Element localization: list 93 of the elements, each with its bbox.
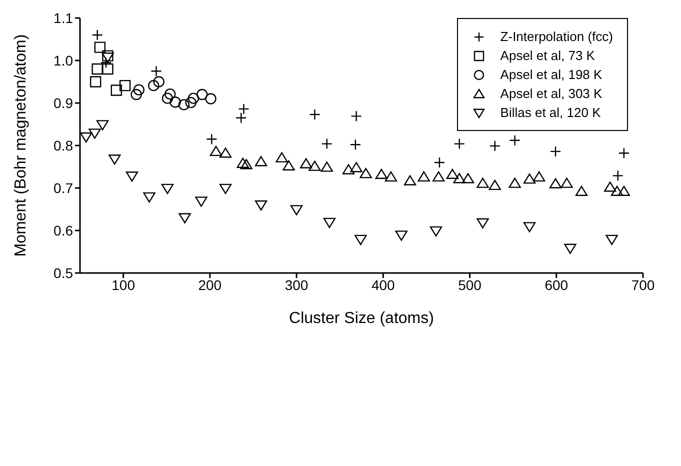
y-tick-label: 0.8 bbox=[54, 137, 74, 154]
y-tick-label: 0.7 bbox=[54, 180, 74, 196]
point bbox=[453, 173, 466, 184]
point bbox=[110, 84, 122, 96]
point bbox=[102, 52, 114, 63]
point bbox=[133, 84, 144, 96]
point bbox=[354, 234, 367, 246]
point bbox=[549, 178, 562, 188]
point bbox=[92, 63, 103, 75]
point bbox=[254, 200, 268, 211]
point bbox=[90, 76, 102, 88]
point bbox=[254, 156, 268, 166]
point bbox=[130, 88, 142, 100]
y-tick-label: 1.1 bbox=[54, 10, 74, 26]
point bbox=[395, 230, 408, 241]
legend-label: Apsel et al, 73 K bbox=[500, 48, 595, 63]
point bbox=[148, 80, 160, 92]
x-tick-label: 600 bbox=[544, 276, 568, 293]
point bbox=[102, 63, 114, 75]
point bbox=[102, 50, 114, 62]
point bbox=[446, 168, 459, 179]
point bbox=[342, 164, 355, 174]
point bbox=[430, 226, 442, 237]
y-tick-label: 0.9 bbox=[54, 94, 74, 111]
point bbox=[276, 152, 288, 162]
legend-label: Apsel et al, 303 K bbox=[500, 86, 602, 101]
point bbox=[185, 96, 196, 108]
point bbox=[188, 92, 200, 104]
y-tick-label: 1.0 bbox=[54, 52, 74, 68]
point bbox=[195, 196, 208, 207]
point bbox=[143, 192, 156, 203]
point bbox=[604, 182, 616, 192]
point bbox=[610, 186, 624, 196]
y-tick-label: 0.5 bbox=[54, 264, 74, 281]
legend-label: Billas et al, 120 K bbox=[500, 105, 601, 120]
point bbox=[161, 184, 174, 194]
point bbox=[126, 172, 138, 182]
point bbox=[164, 88, 176, 100]
x-tick-label: 200 bbox=[198, 276, 222, 293]
point bbox=[205, 93, 216, 104]
point bbox=[170, 96, 181, 108]
point bbox=[320, 162, 333, 172]
y-axis-title: Moment (Bohr magneton/atom) bbox=[12, 34, 30, 257]
x-tick-label: 700 bbox=[631, 276, 655, 293]
point bbox=[219, 148, 232, 158]
point bbox=[618, 186, 630, 196]
point bbox=[80, 132, 92, 143]
point bbox=[476, 178, 489, 188]
point bbox=[219, 184, 232, 194]
point bbox=[236, 158, 249, 168]
point bbox=[178, 213, 191, 224]
point bbox=[96, 120, 109, 130]
y-tick-label: 0.6 bbox=[54, 222, 74, 238]
legend-label: Apsel et al, 198 K bbox=[500, 67, 602, 82]
point bbox=[360, 168, 372, 178]
point bbox=[88, 128, 101, 139]
point bbox=[210, 146, 222, 156]
point bbox=[375, 168, 388, 179]
point bbox=[300, 158, 312, 168]
point bbox=[178, 99, 190, 110]
point bbox=[476, 218, 489, 228]
point bbox=[196, 88, 208, 100]
point bbox=[488, 180, 501, 190]
point bbox=[240, 159, 252, 170]
legend-label: Z-Interpolation (fcc) bbox=[500, 29, 613, 44]
point bbox=[560, 178, 573, 188]
point bbox=[432, 171, 445, 182]
point bbox=[418, 171, 430, 182]
x-tick-label: 100 bbox=[112, 276, 136, 293]
x-tick-label: 500 bbox=[458, 276, 482, 293]
point bbox=[162, 92, 174, 104]
point bbox=[308, 160, 321, 171]
point bbox=[523, 222, 536, 232]
point bbox=[523, 173, 536, 184]
x-axis-title: Cluster Size (atoms) bbox=[289, 310, 434, 327]
point bbox=[153, 76, 164, 88]
point bbox=[282, 160, 295, 170]
point bbox=[323, 218, 336, 228]
point bbox=[532, 171, 546, 182]
point bbox=[290, 205, 303, 216]
point bbox=[564, 244, 576, 254]
x-tick-label: 400 bbox=[371, 276, 396, 293]
x-tick-label: 300 bbox=[284, 276, 308, 293]
point bbox=[350, 162, 362, 172]
point bbox=[575, 186, 588, 196]
point bbox=[108, 154, 121, 165]
point bbox=[508, 178, 521, 188]
point bbox=[119, 80, 131, 92]
point bbox=[384, 171, 398, 182]
point bbox=[404, 175, 416, 186]
point bbox=[94, 42, 106, 53]
point bbox=[606, 234, 618, 246]
point bbox=[462, 173, 474, 184]
